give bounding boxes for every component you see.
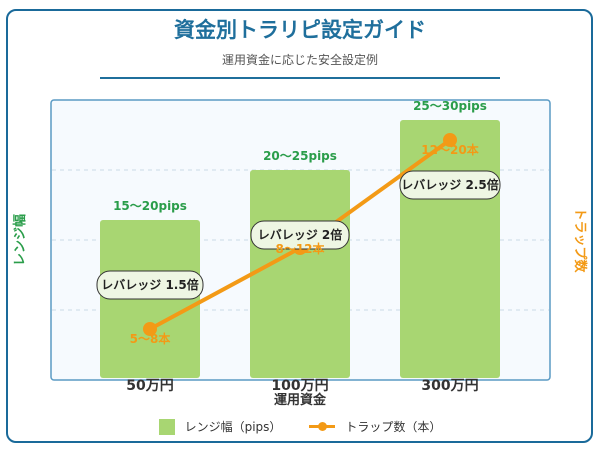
legend-label-range: レンジ幅（pips） bbox=[184, 420, 282, 434]
leverage-annotation-text-1: レバレッジ 2倍 bbox=[258, 227, 343, 242]
legend: レンジ幅（pips） トラップ数（本） bbox=[0, 418, 600, 435]
title-divider bbox=[100, 77, 500, 79]
leverage-annotation-2: レバレッジ 2.5倍 bbox=[399, 170, 501, 200]
trap-value-label-0: 5〜8本 bbox=[130, 331, 171, 346]
x-tick-label-2: 300万円 bbox=[421, 378, 478, 394]
x-tick-label-0: 50万円 bbox=[126, 378, 173, 394]
leverage-annotation-text-2: レバレッジ 2.5倍 bbox=[401, 177, 498, 192]
legend-item-traps: トラップ数（本） bbox=[309, 418, 441, 435]
chart-title: 資金別トラリピ設定ガイド bbox=[174, 18, 426, 42]
leverage-annotation-text-0: レバレッジ 1.5倍 bbox=[101, 277, 198, 292]
x-tick-label-1: 100万円 bbox=[271, 378, 328, 394]
leverage-annotation-0: レバレッジ 1.5倍 bbox=[96, 270, 204, 300]
bar-value-label-2: 25〜30pips bbox=[413, 99, 487, 113]
bar-value-label-1: 20〜25pips bbox=[263, 149, 337, 163]
leverage-annotation-1: レバレッジ 2倍 bbox=[250, 220, 350, 250]
y-axis-left-label: レンジ幅 bbox=[12, 214, 28, 266]
legend-label-traps: トラップ数（本） bbox=[345, 420, 442, 434]
y-axis-right-label: トラップ数 bbox=[572, 207, 588, 273]
legend-item-range: レンジ幅（pips） bbox=[158, 418, 282, 435]
trap-value-label-1: 8〜12本 bbox=[275, 241, 324, 256]
trap-value-label-2: 12〜20本 bbox=[421, 142, 478, 157]
legend-bar-swatch bbox=[158, 418, 175, 435]
x-axis-label: 運用資金 bbox=[274, 392, 327, 408]
bar-1 bbox=[250, 170, 350, 378]
bar-value-label-0: 15〜20pips bbox=[113, 199, 187, 213]
chart-subtitle: 運用資金に応じた安全設定例 bbox=[221, 53, 378, 67]
bar-2 bbox=[400, 120, 500, 378]
legend-line-swatch bbox=[309, 422, 336, 431]
trap-point-2 bbox=[443, 133, 457, 147]
trap-point-0 bbox=[143, 322, 157, 336]
